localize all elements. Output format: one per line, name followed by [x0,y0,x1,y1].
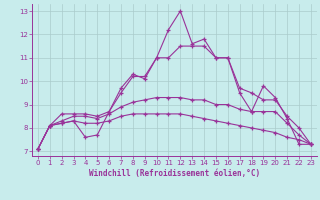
X-axis label: Windchill (Refroidissement éolien,°C): Windchill (Refroidissement éolien,°C) [89,169,260,178]
